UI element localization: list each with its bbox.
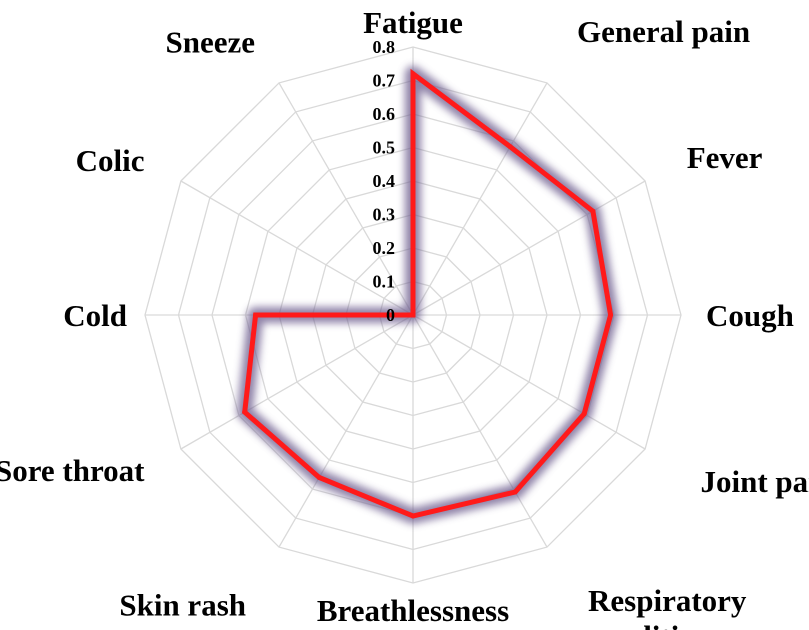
tick-label: 0.1	[373, 272, 396, 292]
tick-label: 0.6	[373, 104, 396, 124]
spoke-11	[180, 180, 414, 316]
data-point	[608, 312, 614, 318]
tick-label: 0.5	[373, 138, 396, 158]
spoke-12	[278, 82, 414, 316]
category-label: Fever	[687, 140, 763, 175]
spoke-9	[180, 314, 414, 450]
category-label: Colic	[76, 143, 145, 178]
tick-label: 0.8	[373, 37, 396, 57]
category-labels: Fatigue General pain Fever Cough Joint pain R…	[0, 5, 809, 630]
tick-label: 0.4	[373, 171, 396, 191]
spoke-8	[278, 314, 414, 548]
data-point	[253, 312, 259, 318]
spoke-6	[412, 314, 548, 548]
data-point	[590, 208, 596, 214]
data-point	[581, 411, 587, 417]
category-label: Breathlessness	[317, 593, 509, 628]
spoke-2	[412, 82, 548, 316]
spoke-3	[412, 180, 646, 316]
category-label: Sore throat	[0, 453, 145, 488]
tick-label: 0.2	[373, 238, 396, 258]
category-label: General pain	[577, 14, 750, 49]
tick-label: 0.3	[373, 205, 396, 225]
category-label: Joint pain	[701, 464, 809, 499]
data-point	[316, 475, 322, 480]
tick-label: 0	[386, 305, 395, 325]
radar-series	[236, 65, 619, 524]
data-point	[507, 144, 513, 150]
radial-tick-labels: 0 0.1 0.2 0.3 0.4 0.5 0.6 0.7 0.8	[373, 37, 396, 325]
spoke-5	[412, 314, 646, 450]
series-line	[242, 68, 614, 519]
data-point	[410, 71, 416, 77]
tick-label: 0.7	[373, 71, 396, 91]
category-label: Cold	[63, 298, 127, 333]
category-label: Sneeze	[165, 24, 255, 59]
category-label: Respiratorycondition	[588, 583, 747, 630]
category-label: Cough	[706, 298, 794, 333]
category-label: Fatigue	[363, 5, 463, 40]
data-point	[512, 489, 518, 495]
data-point	[410, 312, 416, 318]
data-point	[410, 513, 416, 519]
category-label: Skin rash	[119, 587, 246, 622]
data-point	[242, 409, 248, 415]
